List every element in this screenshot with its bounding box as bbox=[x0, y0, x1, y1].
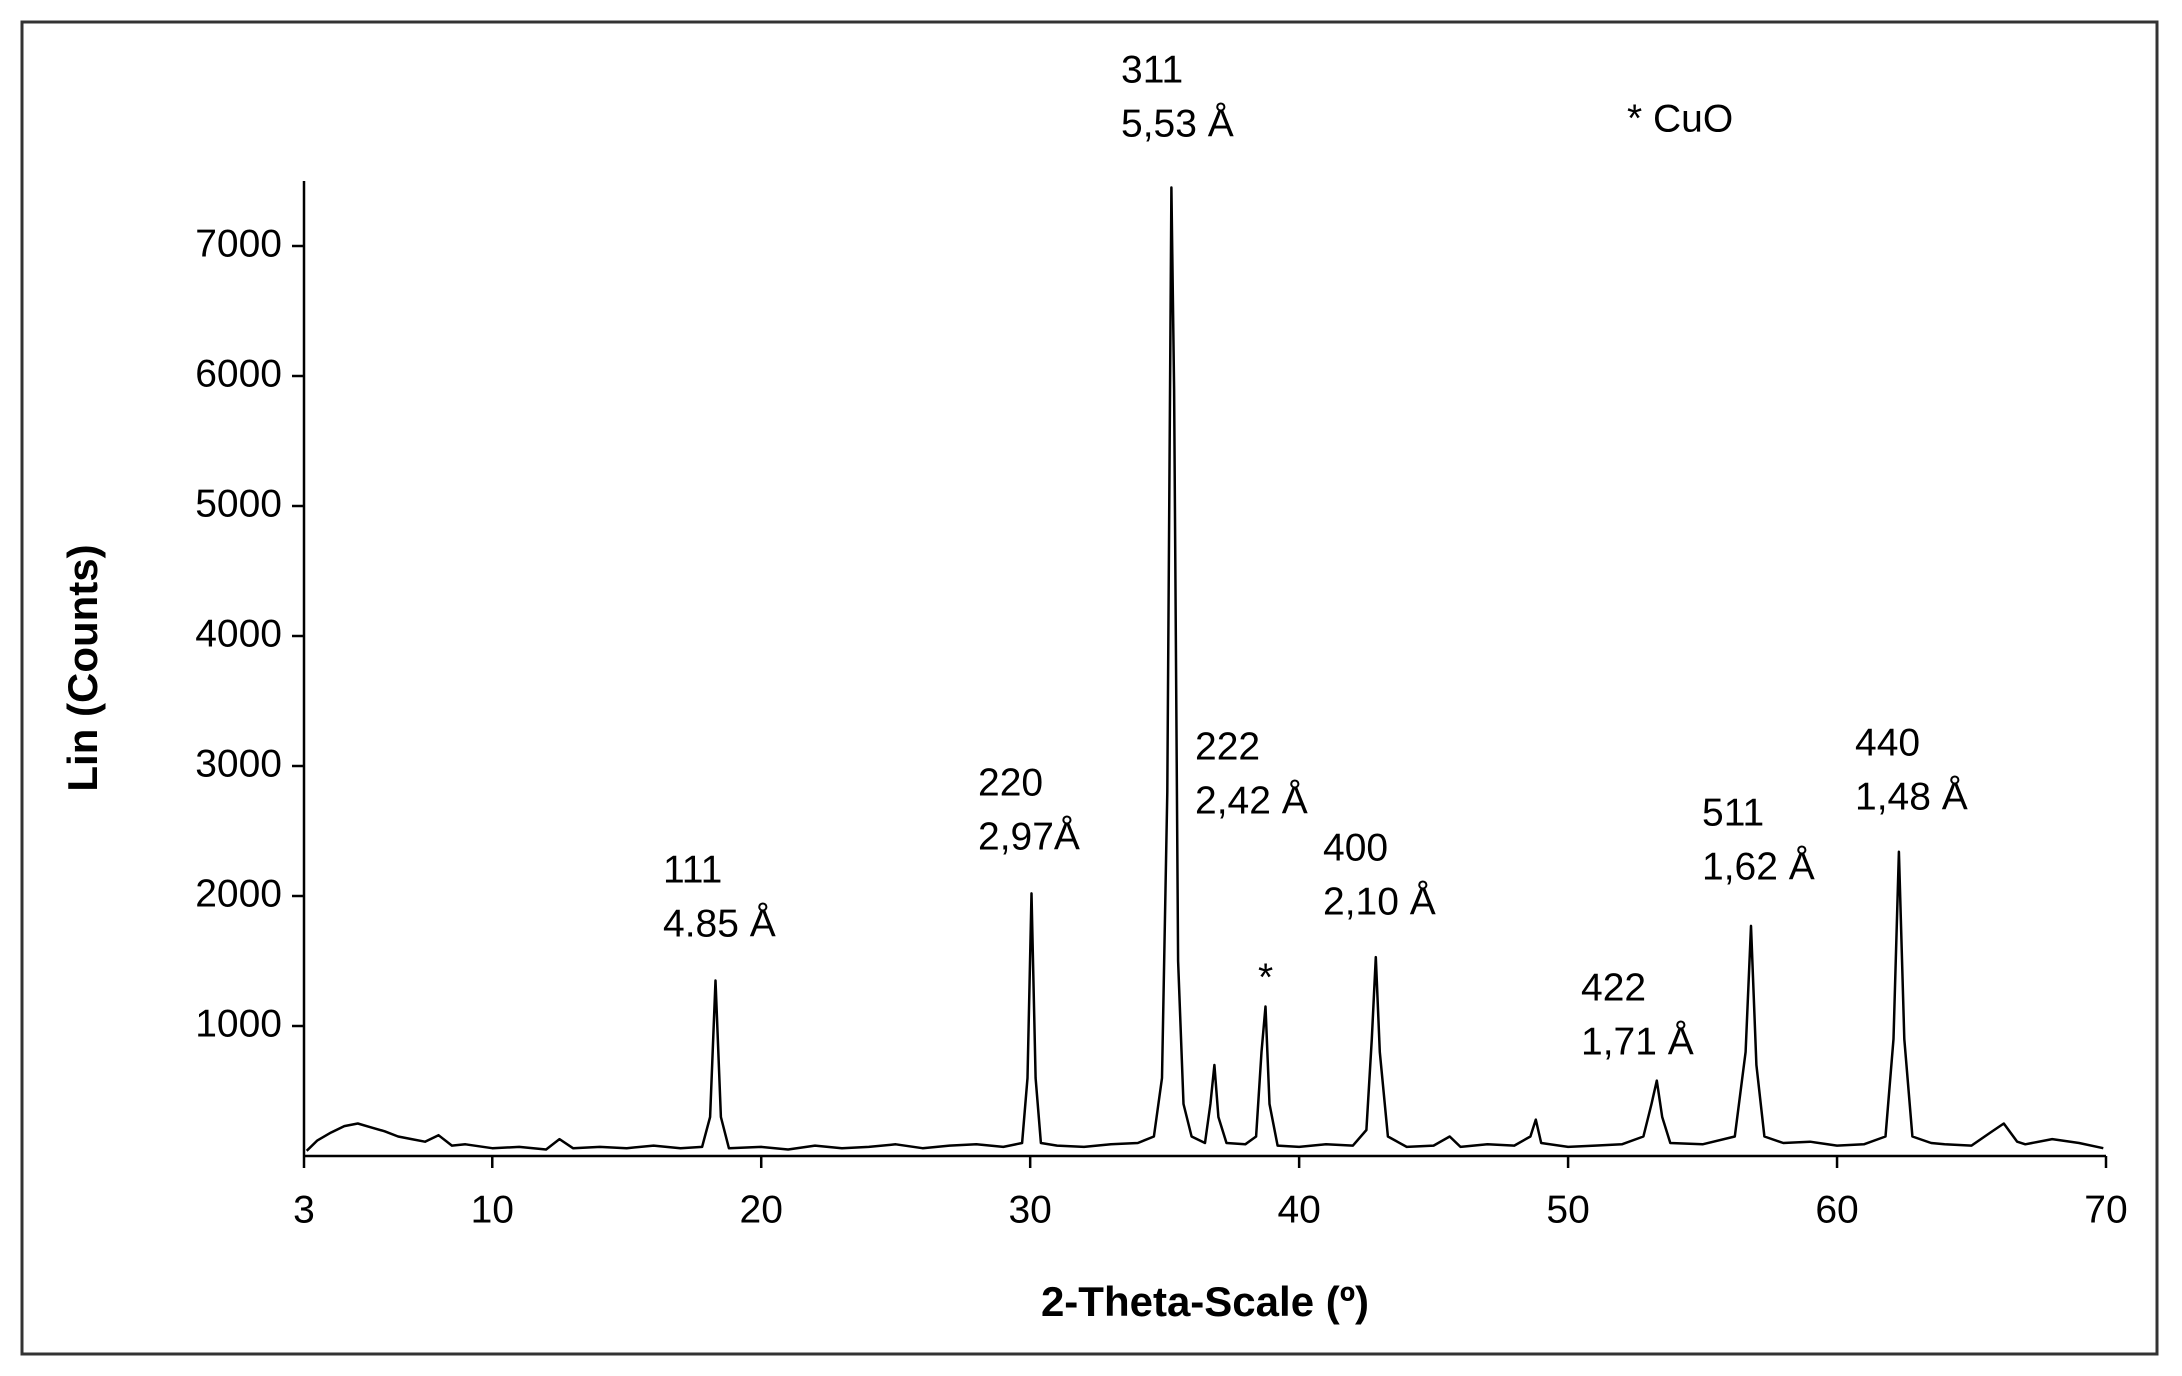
peak-annotation: 311 bbox=[1121, 48, 1183, 91]
peak-annotation: 111 bbox=[663, 848, 722, 891]
peak-annotation: 2,10 Å bbox=[1323, 879, 1436, 923]
y-tick-label: 5000 bbox=[195, 482, 282, 525]
peak-annotation: * bbox=[1258, 956, 1273, 999]
y-axis-title: Lin (Counts) bbox=[59, 544, 106, 791]
x-tick-label: 30 bbox=[1008, 1188, 1051, 1231]
peak-annotation: 511 bbox=[1702, 791, 1764, 834]
y-tick-label: 3000 bbox=[195, 742, 282, 785]
diffraction-line bbox=[305, 186, 2104, 1152]
x-tick-label: 3 bbox=[293, 1188, 315, 1231]
x-tick-label: 40 bbox=[1277, 1188, 1320, 1231]
x-axis-title: 2-Theta-Scale (º) bbox=[1041, 1278, 1369, 1325]
y-tick-label: 4000 bbox=[195, 612, 282, 655]
peak-annotation: 440 bbox=[1855, 721, 1920, 764]
y-tick-label: 2000 bbox=[195, 872, 282, 915]
y-tick-label: 1000 bbox=[195, 1002, 282, 1045]
x-tick-label: 20 bbox=[740, 1188, 783, 1231]
peak-annotation: * CuO bbox=[1627, 97, 1733, 140]
peak-annotation: 222 bbox=[1195, 725, 1260, 768]
peak-annotation: 1,71 Å bbox=[1581, 1019, 1694, 1063]
peak-annotation: 2,97Å bbox=[978, 814, 1080, 858]
peak-annotation: 2,42 Å bbox=[1195, 778, 1308, 822]
y-tick-label: 7000 bbox=[195, 222, 282, 265]
x-tick-label: 50 bbox=[1546, 1188, 1589, 1231]
peak-annotation: 1,62 Å bbox=[1702, 844, 1815, 888]
peak-annotation: 1,48 Å bbox=[1855, 774, 1968, 818]
frame bbox=[20, 20, 2159, 1356]
y-tick-label: 6000 bbox=[195, 352, 282, 395]
x-tick-label: 60 bbox=[1815, 1188, 1858, 1231]
x-tick-label: 10 bbox=[471, 1188, 514, 1231]
peak-annotation: 4.85 Å bbox=[663, 901, 776, 945]
peak-annotation: 400 bbox=[1323, 826, 1388, 869]
peak-annotation: 220 bbox=[978, 761, 1043, 804]
peak-annotation: 5,53 Å bbox=[1121, 101, 1234, 145]
x-tick-label: 70 bbox=[2084, 1188, 2127, 1231]
peak-annotation: 422 bbox=[1581, 966, 1646, 1009]
